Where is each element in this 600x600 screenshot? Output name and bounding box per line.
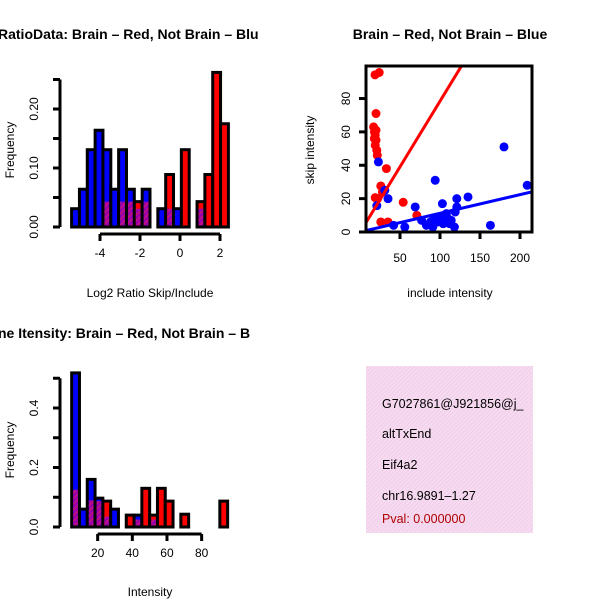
histogram-bar-overlap	[135, 208, 141, 226]
y-tick-label: 0.2	[27, 459, 41, 476]
y-tick-label: 80	[339, 92, 353, 106]
scatter-point-blue	[452, 194, 462, 204]
scatter-point-red	[372, 150, 382, 160]
histogram-bar-red	[179, 148, 191, 229]
intensity-histogram-bars	[70, 371, 230, 529]
histogram-bar-red	[163, 499, 175, 529]
scatter-xlabel: include intensity	[407, 286, 492, 300]
x-tick-label: 50	[393, 251, 407, 265]
histogram-bar-blue	[70, 371, 81, 529]
scatter-point-blue	[373, 157, 383, 167]
y-tick-label: 0.10	[27, 156, 41, 180]
histogram-bar-red	[218, 499, 230, 529]
y-tick-label: 40	[339, 158, 353, 172]
scatter-point-blue	[445, 219, 455, 229]
x-tick-label: 60	[160, 546, 174, 560]
histogram-bar-overlap	[151, 519, 156, 526]
histogram-bar-red	[140, 486, 152, 529]
y-tick-label: 0.20	[27, 97, 41, 121]
histogram-bar-overlap	[127, 201, 133, 226]
y-tick-label: 0.4	[27, 399, 41, 416]
histogram-bar-overlap	[120, 201, 125, 226]
ratio-histogram-xlabel: Log2 Ratio Skip/Include	[87, 286, 214, 300]
x-tick-label: 150	[470, 251, 490, 265]
scatter-point-blue	[400, 222, 410, 232]
scatter-point-red	[381, 164, 391, 174]
y-tick-label: 60	[339, 125, 353, 139]
histogram-bar-overlap	[143, 201, 149, 226]
y-tick-label: 0	[339, 228, 353, 235]
scatter-point-blue	[485, 220, 495, 230]
x-tick-label: 0	[177, 246, 184, 260]
scatter-point-red	[374, 68, 384, 78]
scatter-point-blue	[425, 217, 435, 227]
p-value: Pval: 0.000000	[382, 512, 465, 526]
y-tick-label: 0.00	[27, 215, 41, 239]
scatter-plot-area: 50 100 150 200 0 20 40 60 80	[339, 64, 534, 265]
scatter-point-red	[371, 125, 381, 135]
histogram-bar-red	[179, 512, 191, 529]
x-tick-label: 200	[510, 251, 530, 265]
x-tick-label: 40	[126, 546, 140, 560]
scatter-panel: Brain – Red, Not Brain – Blue 50 100 150 20…	[303, 26, 548, 300]
y-tick-label: 0.0	[27, 518, 41, 535]
scatter-point-blue	[433, 217, 443, 227]
scatter-point-blue	[383, 194, 393, 204]
histogram-bar-red	[219, 122, 230, 229]
histogram-bar-overlap	[135, 519, 141, 526]
event-id: G7027861@J921856@j_	[382, 397, 525, 411]
event-info-box: G7027861@J921856@j_ altTxEnd Eif4a2 chr1…	[366, 366, 533, 533]
intensity-histogram-panel: ne Itensity: Brain – Red, Not Brain – B …	[0, 325, 250, 599]
scatter-point-blue	[499, 142, 509, 152]
histogram-bar-red	[164, 172, 176, 229]
histogram-bar-overlap	[198, 208, 204, 226]
histogram-bar-overlap	[104, 201, 110, 226]
scatter-point-blue	[437, 199, 447, 209]
x-tick-label: 80	[195, 546, 209, 560]
scatter-plot-frame	[364, 64, 534, 234]
event-type: altTxEnd	[382, 427, 431, 441]
ratio-histogram-title: RatioData: Brain – Red, Not Brain – Blu	[0, 26, 259, 42]
x-tick-label: 2	[217, 246, 224, 260]
gene-name: Eif4a2	[382, 458, 417, 472]
scatter-point-red	[376, 217, 386, 227]
histogram-bar-overlap	[167, 208, 173, 226]
info-box-background	[366, 366, 533, 533]
scatter-point-blue	[463, 192, 473, 202]
scatter-point-red	[371, 109, 381, 119]
ratio-histogram-panel: RatioData: Brain – Red, Not Brain – Blu …	[0, 26, 259, 300]
scatter-point-blue	[430, 175, 440, 185]
histogram-bar-overlap	[96, 501, 102, 526]
intensity-histogram-xlabel: Intensity	[128, 585, 173, 599]
scatter-title: Brain – Red, Not Brain – Blue	[353, 26, 548, 42]
x-tick-label: 20	[91, 546, 105, 560]
scatter-ylabel: skip intensity	[303, 116, 317, 185]
y-tick-label: 20	[339, 192, 353, 206]
ratio-histogram-bars	[70, 70, 230, 229]
histogram-bar-overlap	[88, 500, 94, 526]
scatter-point-red	[369, 134, 379, 144]
ratio-histogram-axes: 0.00 0.10 0.20 -4 -2 0 2	[27, 78, 224, 260]
histogram-bar-overlap	[104, 516, 110, 526]
intensity-histogram-ylabel: Frequency	[3, 422, 17, 479]
intensity-histogram-axes: 0.0 0.2 0.4 20 40 60 80	[27, 376, 209, 560]
ratio-histogram-ylabel: Frequency	[3, 122, 17, 179]
histogram-bar-blue	[109, 507, 120, 529]
regression-line-blue	[366, 190, 532, 232]
intensity-histogram-title: ne Itensity: Brain – Red, Not Brain – B	[0, 325, 250, 341]
histogram-bar-overlap	[73, 489, 78, 526]
scatter-point-blue	[410, 202, 420, 212]
x-tick-label: -2	[135, 246, 146, 260]
x-tick-label: -4	[95, 246, 106, 260]
event-location: chr16.9891–1.27	[382, 489, 476, 503]
scatter-marks	[366, 66, 532, 232]
x-tick-label: 100	[430, 251, 450, 265]
regression-line-red	[366, 66, 464, 224]
scatter-point-red	[398, 197, 408, 207]
scatter-point-blue	[522, 180, 532, 190]
